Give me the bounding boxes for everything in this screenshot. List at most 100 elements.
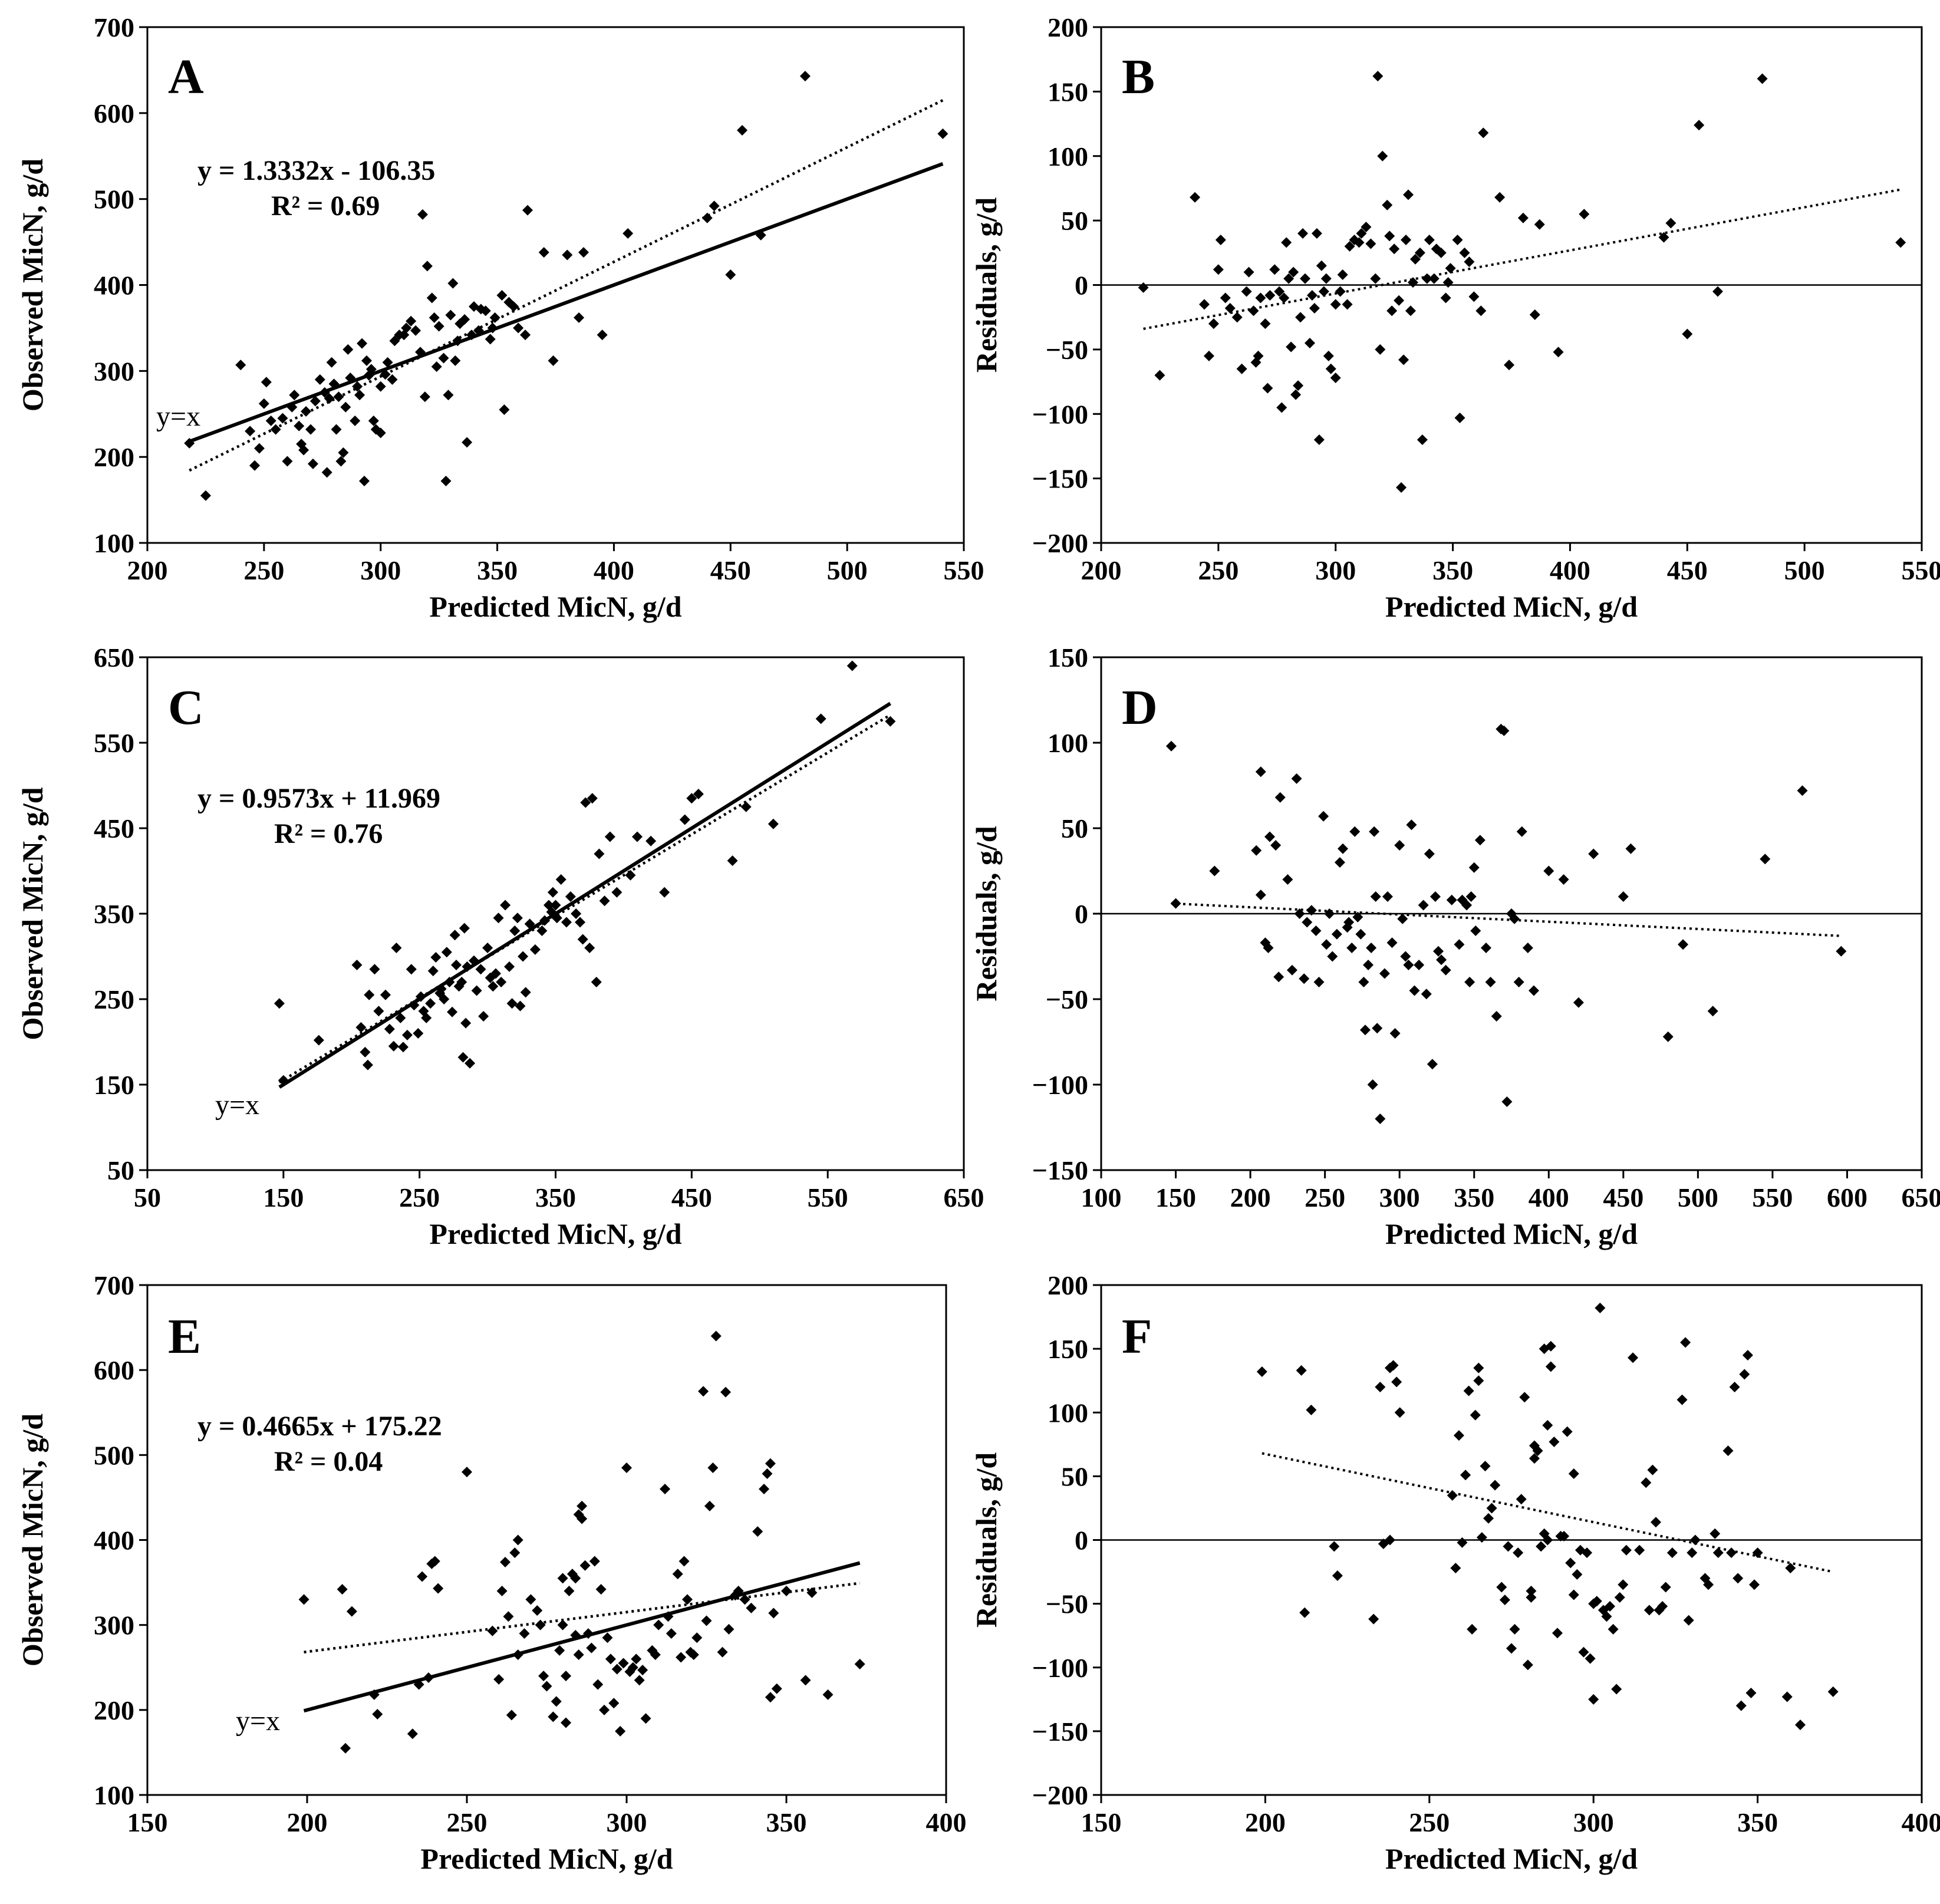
x-tick-label: 150 [1155,1182,1196,1213]
y-tick-label: 600 [94,98,134,129]
x-tick-label: 400 [926,1807,967,1837]
x-tick-label: 200 [1245,1807,1286,1837]
y-tick-label: 100 [1048,141,1088,172]
y-tick-label: 50 [1061,813,1088,844]
panel-letter: D [1122,680,1158,735]
y-tick-label: 400 [94,1526,134,1556]
x-tick-label: 150 [1081,1807,1122,1837]
x-tick-label: 550 [1752,1182,1793,1213]
y-tick-label: 0 [1075,899,1088,929]
x-tick-label: 400 [1529,1182,1569,1213]
y-axis-label: Residuals, g/d [970,1452,1003,1628]
y-tick-label: −100 [1032,1070,1088,1100]
y-tick-label: 0 [1075,1526,1088,1556]
y-tick-label: −150 [1032,1155,1088,1185]
x-tick-label: 450 [671,1182,712,1213]
y-tick-label: −50 [1046,1589,1088,1619]
x-tick-label: 200 [287,1807,328,1837]
y-tick-label: 300 [94,1610,134,1641]
x-tick-label: 500 [1784,555,1825,585]
y-tick-label: 700 [94,1270,134,1300]
y-tick-label: 200 [94,1695,134,1725]
x-tick-label: 600 [1827,1182,1867,1213]
x-tick-label: 200 [127,555,168,585]
x-tick-label: 350 [766,1807,807,1837]
y-axis-label: Observed MicN, g/d [16,159,49,411]
x-tick-label: 550 [808,1182,848,1213]
x-tick-label: 300 [360,555,401,585]
y-tick-label: −200 [1032,528,1088,558]
x-tick-label: 250 [1409,1807,1450,1837]
y-tick-label: 600 [94,1355,134,1385]
y-tick-label: 500 [94,185,134,215]
panel-letter: B [1122,50,1155,104]
x-tick-label: 250 [1198,555,1239,585]
x-tick-label: 400 [594,555,634,585]
y-tick-label: 350 [94,899,134,929]
x-tick-label: 200 [1230,1182,1271,1213]
x-axis-label: Predicted MicN, g/d [1385,1217,1638,1250]
y-tick-label: −100 [1032,1653,1088,1683]
y-tick-label: 400 [94,271,134,301]
r-squared-label: R² = 0.69 [271,190,380,222]
x-tick-label: 500 [1678,1182,1718,1213]
y-tick-label: 50 [107,1155,134,1185]
y-tick-label: 100 [1048,728,1088,758]
x-tick-label: 350 [1454,1182,1494,1213]
y-tick-label: 150 [1048,1334,1088,1364]
panel-letter: F [1122,1309,1152,1364]
y-tick-label: 150 [1048,643,1088,673]
y-tick-label: 200 [94,442,134,472]
x-tick-label: 550 [944,555,984,585]
y-tick-label: 50 [1061,1461,1088,1491]
x-tick-label: 650 [1902,1182,1940,1213]
x-tick-label: 50 [134,1182,161,1213]
y-tick-label: 150 [94,1070,134,1100]
x-tick-label: 650 [944,1182,984,1213]
x-axis-label: Predicted MicN, g/d [1385,590,1638,623]
x-tick-label: 500 [827,555,868,585]
y-tick-label: 0 [1075,271,1088,301]
y-tick-label: −50 [1046,335,1088,365]
y-tick-label: 100 [1048,1398,1088,1428]
y-tick-label: −200 [1032,1780,1088,1810]
x-axis-label: Predicted MicN, g/d [1385,1842,1638,1875]
y-tick-label: 250 [94,984,134,1014]
x-tick-label: 100 [1081,1182,1122,1213]
y-tick-label: −150 [1032,464,1088,494]
r-squared-label: R² = 0.04 [274,1446,383,1477]
y-tick-label: 200 [1048,12,1088,42]
panel-letter: E [168,1309,201,1364]
x-tick-label: 450 [710,555,751,585]
regression-equation: y = 0.9573x + 11.969 [197,783,440,814]
panel-letter: A [168,50,204,104]
x-tick-label: 550 [1902,555,1940,585]
identity-line-label: y=x [215,1089,259,1121]
y-tick-label: 150 [1048,77,1088,107]
x-tick-label: 450 [1603,1182,1643,1213]
y-tick-label: 700 [94,12,134,42]
y-tick-label: 500 [94,1440,134,1470]
y-tick-label: 100 [94,1780,134,1810]
x-tick-label: 350 [535,1182,576,1213]
x-tick-label: 250 [243,555,284,585]
panel-letter: C [168,680,204,735]
x-tick-label: 250 [447,1807,488,1837]
regression-equation: y = 0.4665x + 175.22 [197,1411,442,1442]
y-axis-label: Residuals, g/d [970,197,1003,373]
x-tick-label: 150 [127,1807,168,1837]
y-tick-label: −50 [1046,984,1088,1014]
x-tick-label: 300 [607,1807,647,1837]
x-tick-label: 300 [1379,1182,1420,1213]
y-axis-label: Observed MicN, g/d [16,787,49,1040]
x-tick-label: 400 [1550,555,1590,585]
y-tick-label: 100 [94,528,134,558]
y-tick-label: 200 [1048,1270,1088,1300]
x-axis-label: Predicted MicN, g/d [420,1842,673,1875]
identity-line-label: y=x [236,1705,280,1737]
y-axis-label: Residuals, g/d [970,826,1003,1002]
y-tick-label: 450 [94,813,134,844]
x-tick-label: 250 [1305,1182,1345,1213]
x-tick-label: 350 [1432,555,1473,585]
